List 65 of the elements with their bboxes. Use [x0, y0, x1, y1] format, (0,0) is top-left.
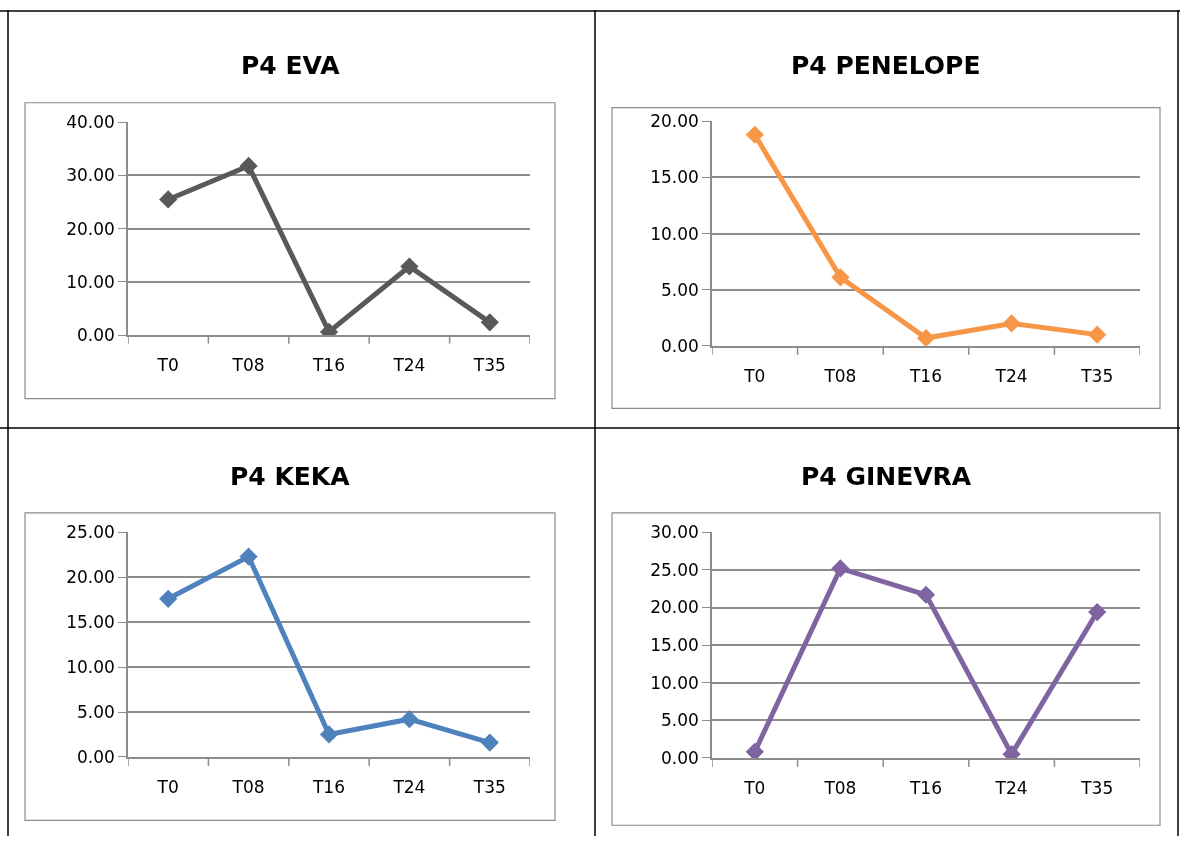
point [480, 733, 499, 752]
point [916, 328, 936, 346]
x-tick-label: T08 [231, 355, 265, 376]
x-tick-label: T16 [311, 355, 346, 376]
y-tick-label: 25.00 [66, 522, 115, 543]
y-tick-label: 20.00 [650, 597, 699, 618]
chart-title: P4 PENELOPE [791, 51, 981, 80]
point [831, 559, 850, 578]
point [319, 725, 339, 744]
y-tick-label: 25.00 [650, 559, 699, 580]
chart-title: P4 KEKA [230, 462, 351, 491]
y-tick-label: 30.00 [66, 165, 115, 186]
x-tick-label: T16 [311, 777, 346, 798]
x-tick-label: T0 [156, 355, 179, 376]
x-tick-label: T35 [1080, 366, 1114, 387]
x-tick-label: T08 [823, 778, 857, 799]
y-tick-label: 30.00 [650, 522, 699, 543]
y-tick-label: 5.00 [660, 279, 699, 300]
point [480, 313, 499, 332]
y-tick-label: 10.00 [650, 672, 699, 693]
x-tick-label: T24 [994, 778, 1028, 799]
y-tick-label: 40.00 [66, 112, 115, 133]
y-tick-label: 15.00 [66, 612, 115, 633]
point [916, 585, 936, 604]
point [400, 257, 419, 276]
y-tick-label: 0.00 [660, 335, 699, 356]
point [159, 190, 178, 209]
point [1088, 325, 1107, 344]
x-tick-label: T24 [994, 366, 1028, 387]
point [831, 268, 850, 287]
x-tick-label: T08 [823, 366, 857, 387]
y-tick-label: 15.00 [650, 635, 699, 656]
y-tick-label: 5.00 [660, 710, 699, 731]
x-tick-label: T16 [908, 366, 943, 387]
y-tick-label: 10.00 [66, 657, 115, 678]
y-tick-label: 10.00 [650, 223, 699, 244]
point [1088, 602, 1107, 622]
y-tick-label: 0.00 [660, 747, 699, 768]
x-tick-label: T16 [908, 778, 943, 799]
point [1002, 314, 1021, 333]
point [239, 156, 258, 176]
x-tick-label: T35 [472, 777, 506, 798]
point [745, 742, 764, 758]
x-tick-label: T08 [231, 777, 265, 798]
y-tick-label: 20.00 [66, 567, 115, 588]
y-tick-label: 10.00 [66, 271, 115, 292]
x-tick-label: T35 [472, 355, 506, 376]
point [239, 547, 258, 566]
x-tick-label: T24 [392, 355, 426, 376]
y-tick-label: 5.00 [76, 701, 115, 722]
x-tick-label: T35 [1080, 778, 1114, 799]
x-tick-label: T0 [743, 366, 766, 387]
point [159, 589, 178, 608]
point [745, 125, 764, 144]
y-tick-label: 15.00 [650, 167, 699, 188]
chart-title: P4 EVA [241, 51, 341, 80]
y-tick-label: 0.00 [76, 746, 115, 767]
y-tick-label: 20.00 [650, 111, 699, 132]
x-tick-label: T0 [156, 777, 179, 798]
y-tick-label: 0.00 [76, 325, 115, 346]
x-tick-label: T24 [392, 777, 426, 798]
chart-title: P4 GINEVRA [801, 462, 972, 491]
x-tick-label: T0 [743, 778, 766, 799]
y-tick-label: 20.00 [66, 218, 115, 239]
point [400, 710, 419, 729]
